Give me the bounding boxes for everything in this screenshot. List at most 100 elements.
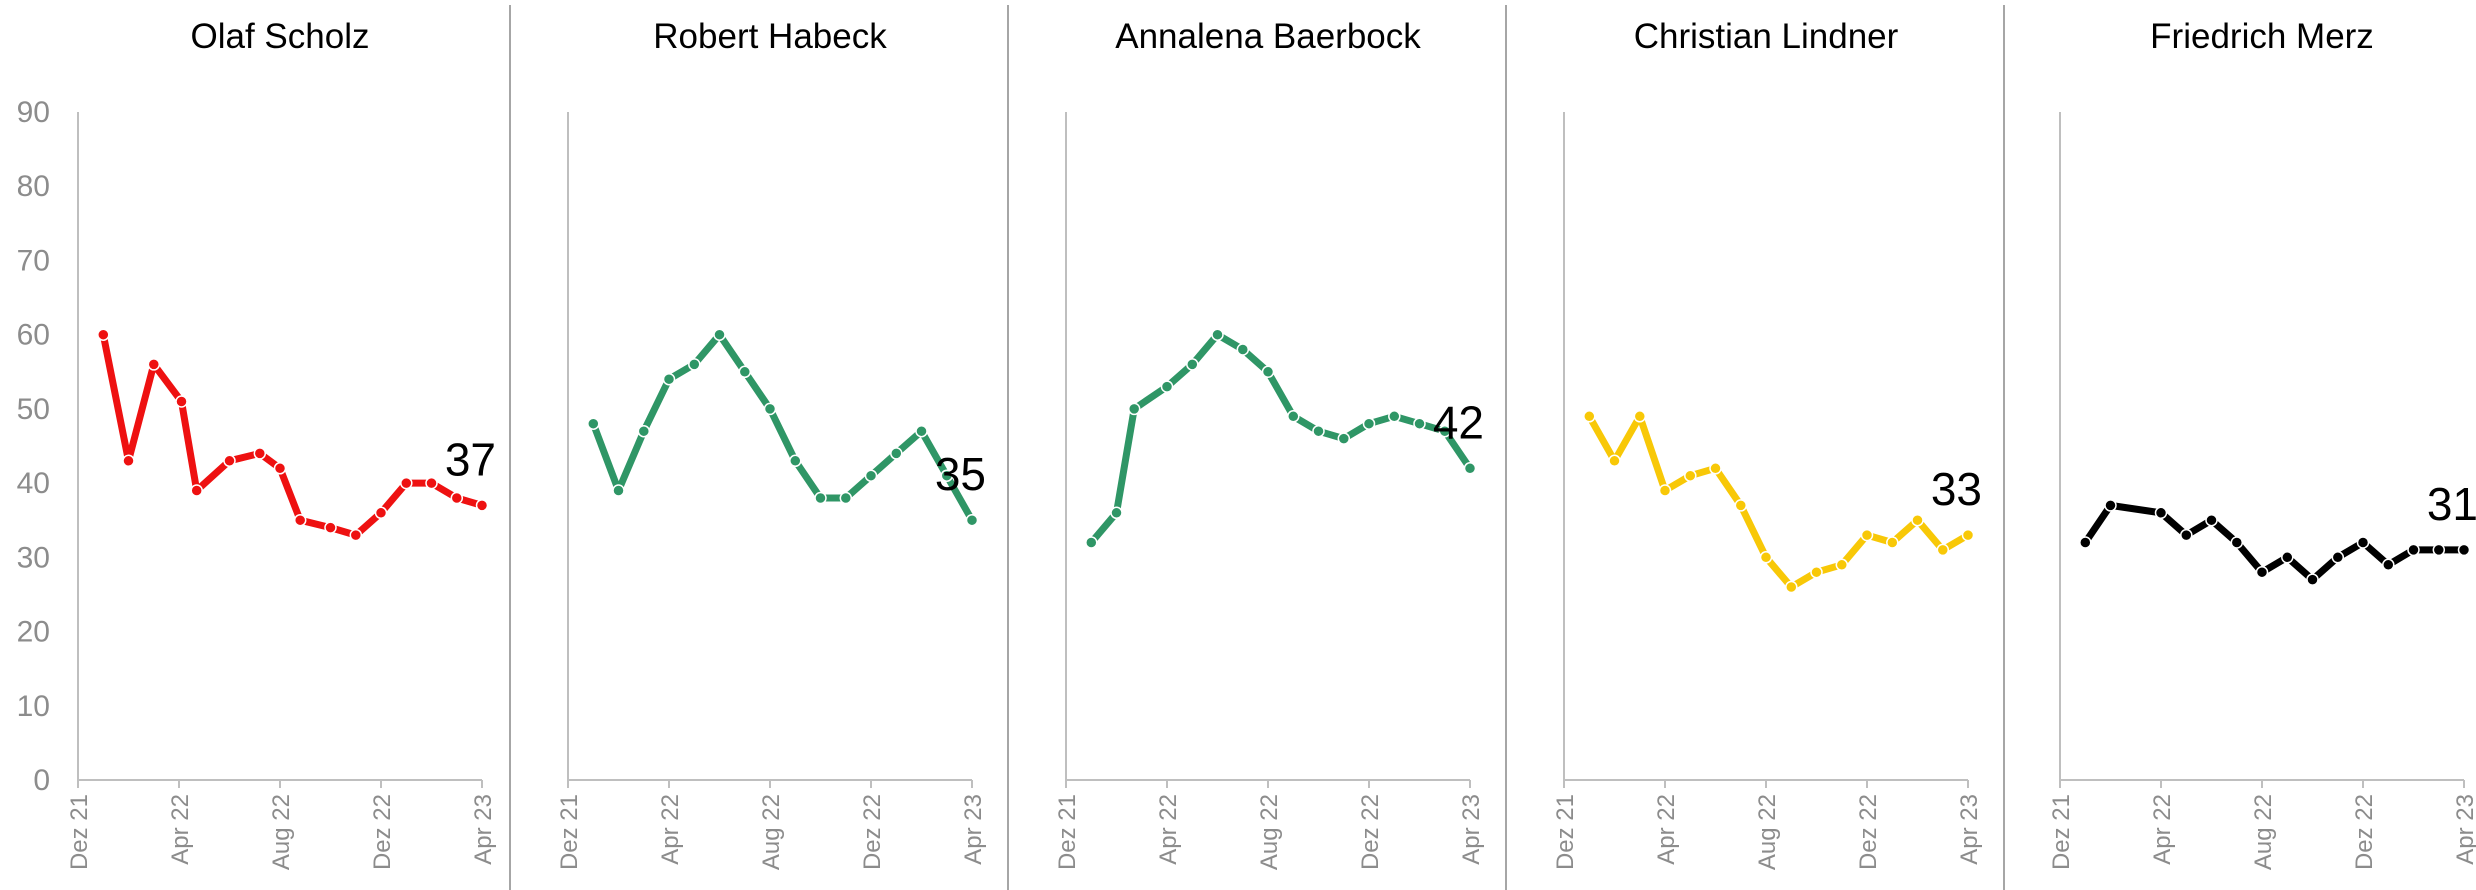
panels: Olaf Scholz Dez 21 Apr 22 Aug 22 Dez 22 Apr 2… [66,5,2476,890]
y-tick-label: 70 [17,244,50,277]
data-point [2457,543,2471,557]
data-point [688,358,701,371]
data-point [97,328,110,341]
data-point [1633,410,1647,423]
panel-title: Friedrich Merz [2150,17,2374,56]
series-line [589,331,976,524]
panel-title: Olaf Scholz [191,17,370,56]
end-value-label: 33 [1931,463,1982,515]
data-point [814,491,827,505]
end-value-label: 42 [1433,396,1484,448]
y-tick-label: 40 [17,467,50,500]
data-point [273,462,287,475]
panel-title: Annalena Baerbock [1115,17,1421,56]
series-line [99,331,486,539]
data-point [763,402,777,416]
data-point [1127,402,1141,416]
data-point [425,476,438,490]
data-point [2205,513,2218,527]
data-point [223,454,236,468]
data-point [324,521,337,534]
data-point [1211,328,1224,341]
series-line [1087,331,1474,546]
data-point [2407,543,2420,557]
data-point [587,417,600,430]
data-point [789,454,802,468]
data-point [1362,417,1376,430]
data-point [1810,565,1823,579]
x-tick-label: Apr 23 [1956,794,1983,865]
data-point [1236,343,1250,356]
data-point [1936,543,1950,557]
x-tick-label: Aug 22 [1256,794,1283,870]
data-point [1911,513,1924,527]
data-point [1759,551,1773,564]
data-point [2382,558,2395,572]
data-point [2079,536,2092,549]
data-point [1110,506,1123,520]
y-tick-label: 80 [17,170,50,203]
data-point [2432,543,2446,557]
data-point [1312,424,1325,438]
data-point [190,484,203,497]
y-tick-label: 90 [17,96,50,129]
x-tick-label: Dez 22 [1855,794,1882,870]
y-tick-label: 0 [33,764,50,797]
data-point [1835,558,1849,572]
data-point [1261,365,1275,379]
data-point [2356,536,2370,549]
data-point [1734,499,1748,512]
data-point [475,499,489,512]
x-tick-label: Dez 21 [2048,794,2075,870]
x-tick-label: Apr 22 [657,794,684,865]
end-value-label: 35 [935,448,986,500]
panel-title: Christian Lindner [1634,17,1899,56]
data-point [175,395,188,408]
y-axis: 0 10 20 30 40 50 60 70 80 90 [17,96,50,797]
data-point [293,513,307,527]
panel: Annalena Baerbock Dez 21 Apr 22 Aug 22 Dez 2… [1054,17,1485,870]
x-tick-label: Apr 22 [1155,794,1182,865]
end-value-label: 37 [445,433,496,485]
data-point [1186,358,1199,371]
data-point [713,328,726,341]
x-tick-label: Dez 21 [66,794,93,870]
y-tick-label: 50 [17,393,50,426]
data-point [2104,499,2117,512]
data-point [1388,410,1401,423]
x-tick-label: Apr 23 [470,794,497,865]
data-point [400,476,413,490]
data-point [1684,469,1697,482]
panel: Robert Habeck Dez 21 Apr 22 Aug 22 Dez 22 Apr… [556,17,987,870]
data-point [1658,484,1672,497]
x-tick-label: Aug 22 [1754,794,1781,870]
series-line [2081,501,2468,584]
data-point [1886,536,1899,549]
x-tick-label: Dez 21 [1054,794,1081,870]
panel: Christian Lindner Dez 21 Apr 22 Aug 22 Dez 2… [1552,17,1983,870]
data-point [1413,417,1426,430]
data-point [2180,528,2193,542]
data-point [915,424,928,438]
data-point [1337,432,1351,445]
data-point [2154,506,2168,520]
data-point [864,469,878,482]
data-point [2331,551,2345,564]
data-point [2230,536,2244,549]
end-value-label: 31 [2427,478,2476,530]
x-tick-label: Apr 22 [2149,794,2176,865]
panel: Friedrich Merz Dez 21 Apr 22 Aug 22 Dez 22 Ap… [2048,17,2476,870]
data-point [1860,528,1874,542]
data-point [662,372,676,386]
y-tick-label: 20 [17,616,50,649]
data-point [374,506,388,520]
x-tick-label: Aug 22 [268,794,295,870]
data-point [1961,528,1975,542]
data-point [122,454,135,468]
data-point [965,513,979,527]
data-point [1085,536,1098,549]
x-tick-label: Aug 22 [2250,794,2277,870]
data-point [612,484,625,497]
data-point [349,528,363,542]
